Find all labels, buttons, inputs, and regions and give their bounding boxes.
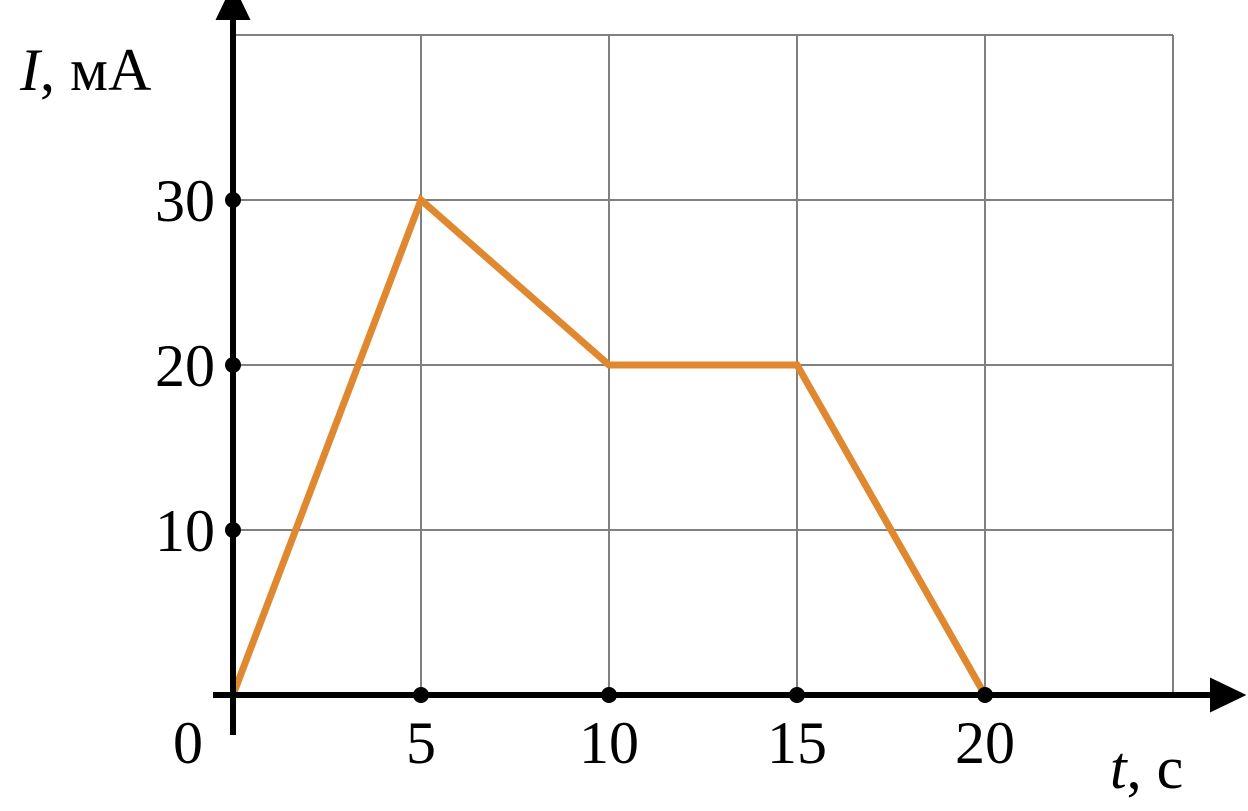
y-tick-label: 20 [155, 333, 215, 399]
y-tick-label: 10 [155, 498, 215, 564]
x-tick-label: 0 [173, 710, 203, 776]
line-chart: 0 5 10 15 20 10 20 30I, мА t, с [0, 0, 1248, 811]
x-tick-label: 15 [767, 710, 827, 776]
y-tick-label: 30 [155, 168, 215, 234]
x-tick-label: 20 [955, 710, 1015, 776]
x-tick-label: 5 [406, 710, 436, 776]
chart-container: 0 5 10 15 20 10 20 30I, мА t, с [0, 0, 1248, 811]
x-axis-label: t, с [1110, 735, 1183, 801]
x-tick-label: 10 [579, 710, 639, 776]
y-axis-label: I, мА [19, 37, 151, 103]
